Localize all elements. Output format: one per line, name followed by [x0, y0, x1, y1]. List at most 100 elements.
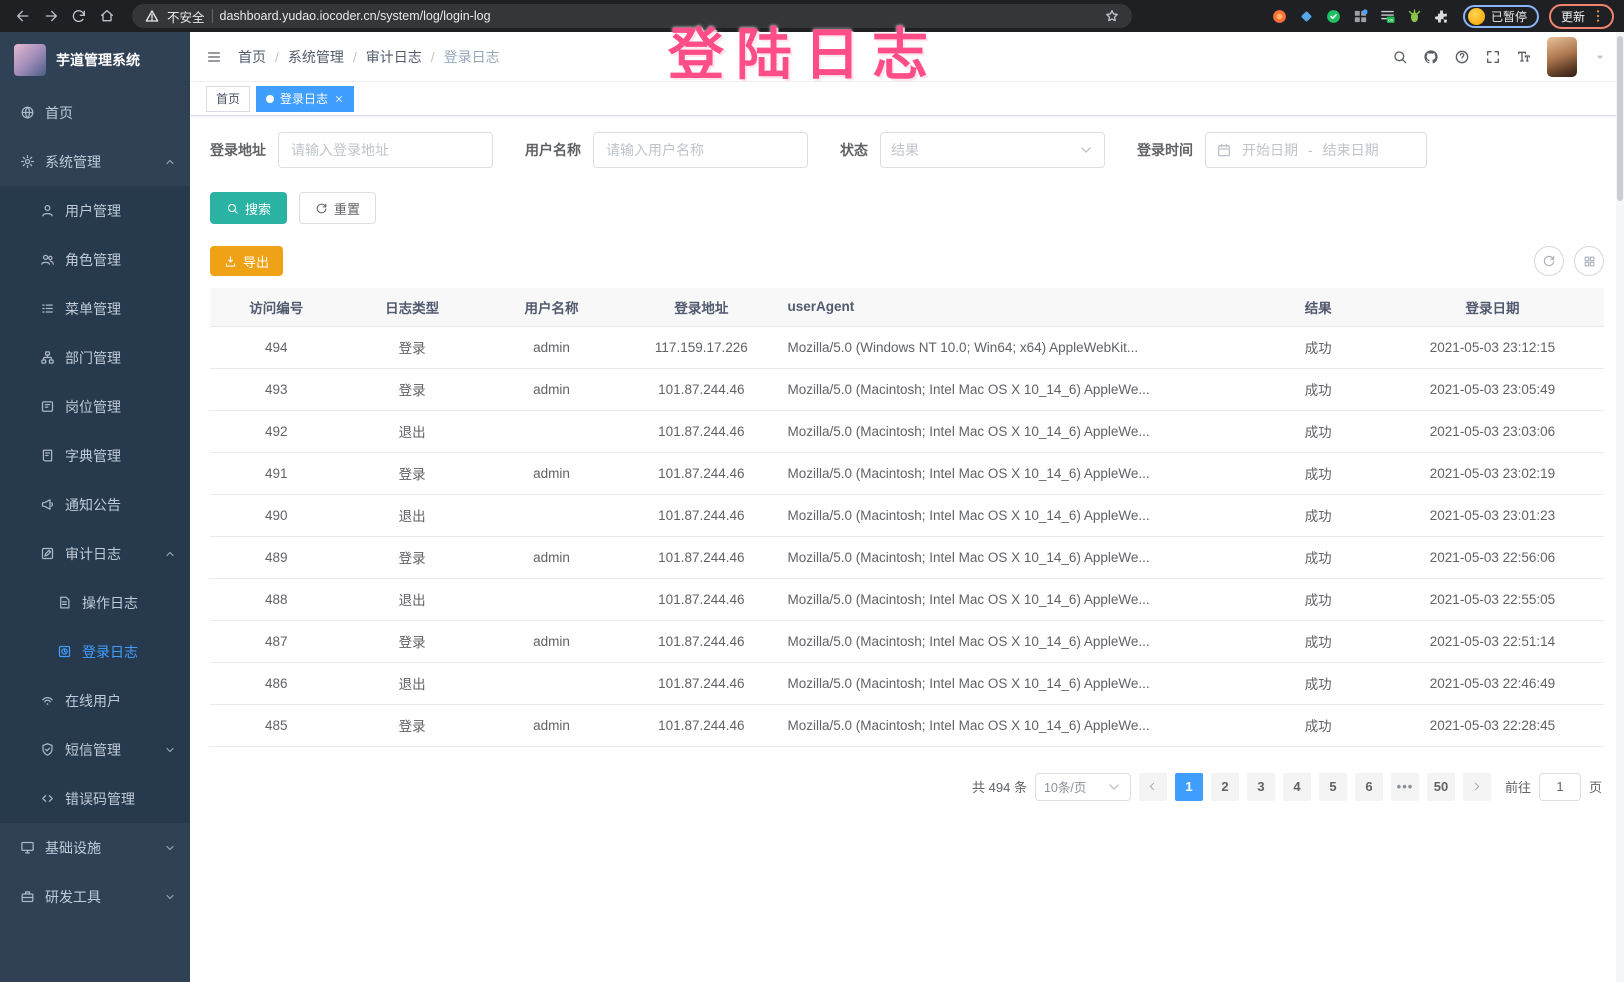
table-cell: 成功: [1255, 536, 1381, 579]
browser-back-button[interactable]: [10, 4, 36, 28]
browser-forward-button[interactable]: [38, 4, 64, 28]
table-row[interactable]: 490 退出 101.87.244.46 Mozilla/5.0 (Macintosh…: [210, 494, 1604, 537]
table-row[interactable]: 489 登录 admin 101.87.244.46 Mozilla/5.0 (Maci…: [210, 536, 1604, 579]
user-avatar[interactable]: [1547, 36, 1577, 77]
sidebar-item-基础设施[interactable]: 基础设施: [0, 823, 190, 872]
table-row[interactable]: 487 登录 admin 101.87.244.46 Mozilla/5.0 (Maci…: [210, 620, 1604, 663]
column-settings-button[interactable]: [1574, 246, 1604, 276]
table-row[interactable]: 485 登录 admin 101.87.244.46 Mozilla/5.0 (Maci…: [210, 704, 1604, 747]
browser-profile-chip[interactable]: 已暂停: [1462, 4, 1539, 28]
kebab-menu-icon[interactable]: [1590, 8, 1606, 24]
page-button-4[interactable]: 4: [1282, 772, 1311, 801]
grid-extension-icon[interactable]: [1352, 7, 1370, 25]
status-select[interactable]: 结果: [880, 132, 1105, 168]
next-page-button[interactable]: [1462, 772, 1491, 801]
table-cell: 退出: [342, 578, 482, 621]
login-address-input[interactable]: [278, 132, 493, 168]
table-cell: Mozilla/5.0 (Macintosh; Intel Mac OS X 1…: [781, 704, 1256, 747]
date-range-picker[interactable]: 开始日期 - 结束日期: [1205, 132, 1427, 168]
update-label: 更新: [1560, 9, 1585, 24]
scrollbar-thumb[interactable]: [1617, 36, 1623, 201]
orange-circle-extension-icon[interactable]: [1271, 7, 1289, 25]
column-header-用户名称: 用户名称: [481, 288, 622, 327]
github-icon[interactable]: [1423, 49, 1439, 65]
puzzle-extension-icon[interactable]: [1433, 7, 1451, 25]
address-bar[interactable]: 不安全 dashboard.yudao.iocoder.cn/system/lo…: [132, 4, 1132, 28]
sidebar-item-系统管理[interactable]: 系统管理: [0, 137, 190, 186]
table-cell: 成功: [1255, 620, 1381, 663]
page-button-50[interactable]: 50: [1426, 772, 1455, 801]
sidebar-item-部门管理[interactable]: 部门管理: [0, 333, 190, 382]
browser-reload-button[interactable]: [66, 4, 92, 28]
table-cell: 117.159.17.226: [621, 326, 782, 369]
sidebar-item-岗位管理[interactable]: 岗位管理: [0, 382, 190, 431]
table-row[interactable]: 492 退出 101.87.244.46 Mozilla/5.0 (Macintosh…: [210, 410, 1604, 453]
browser-update-button[interactable]: 更新: [1548, 3, 1614, 29]
table-cell: 491: [210, 452, 343, 495]
sidebar-item-首页[interactable]: 首页: [0, 88, 190, 137]
export-button[interactable]: 导出: [210, 246, 284, 276]
search-button[interactable]: 搜索: [210, 192, 288, 224]
fullscreen-icon[interactable]: [1485, 49, 1501, 65]
scrollbar[interactable]: [1616, 32, 1624, 982]
table-cell: Mozilla/5.0 (Macintosh; Intel Mac OS X 1…: [781, 452, 1256, 495]
sidebar-item-label: 在线用户: [65, 692, 121, 709]
list-on-extension-icon[interactable]: on: [1379, 7, 1397, 25]
prev-page-button[interactable]: [1138, 772, 1167, 801]
pagination-more[interactable]: •••: [1390, 772, 1419, 801]
green-check-extension-icon[interactable]: [1325, 7, 1343, 25]
sidebar-item-在线用户[interactable]: 在线用户: [0, 676, 190, 725]
breadcrumb-item[interactable]: 系统管理: [287, 48, 344, 65]
avatar-caret-down-icon[interactable]: [1592, 49, 1608, 65]
font-size-icon[interactable]: [1516, 49, 1532, 65]
page-size-select[interactable]: 10条/页: [1034, 772, 1131, 801]
sidebar-item-通知公告[interactable]: 通知公告: [0, 480, 190, 529]
tab-首页[interactable]: 首页: [206, 85, 251, 112]
sidebar-item-角色管理[interactable]: 角色管理: [0, 235, 190, 284]
bookmark-star-icon[interactable]: [1104, 8, 1120, 24]
page-button-3[interactable]: 3: [1246, 772, 1275, 801]
sidebar-item-研发工具[interactable]: 研发工具: [0, 872, 190, 921]
sidebar-menu: 首页 系统管理 用户管理 角色管理 菜单管理 部门管理 岗位管理 字典管理 通知公告 审计日志 操作…: [0, 88, 190, 921]
page-button-1[interactable]: 1: [1174, 772, 1203, 801]
browser-home-button[interactable]: [94, 4, 120, 28]
table-cell: 487: [210, 620, 343, 663]
table-row[interactable]: 493 登录 admin 101.87.244.46 Mozilla/5.0 (Maci…: [210, 368, 1604, 411]
reset-button[interactable]: 重置: [299, 192, 377, 224]
table-row[interactable]: 491 登录 admin 101.87.244.46 Mozilla/5.0 (Maci…: [210, 452, 1604, 495]
breadcrumb-item[interactable]: 审计日志: [365, 48, 422, 65]
table-row[interactable]: 488 退出 101.87.244.46 Mozilla/5.0 (Macintosh…: [210, 578, 1604, 621]
refresh-table-button[interactable]: [1534, 246, 1564, 276]
sidebar-item-操作日志[interactable]: 操作日志: [0, 578, 190, 627]
reload-icon: [71, 8, 87, 24]
username-input[interactable]: [593, 132, 808, 168]
help-icon[interactable]: [1454, 49, 1470, 65]
sidebar-item-字典管理[interactable]: 字典管理: [0, 431, 190, 480]
security-warning-label: 不安全: [167, 10, 205, 25]
sidebar-item-登录日志[interactable]: 登录日志: [0, 627, 190, 676]
table-cell: 退出: [342, 662, 482, 705]
page-button-6[interactable]: 6: [1354, 772, 1383, 801]
sidebar-toggle-button[interactable]: [206, 49, 222, 65]
sidebar-item-菜单管理[interactable]: 菜单管理: [0, 284, 190, 333]
sidebar-item-审计日志[interactable]: 审计日志: [0, 529, 190, 578]
search-icon[interactable]: [1392, 49, 1408, 65]
green-bug-extension-icon[interactable]: [1406, 7, 1424, 25]
sidebar-item-错误码管理[interactable]: 错误码管理: [0, 774, 190, 823]
goto-label: 前往: [1504, 780, 1531, 795]
tab-登录日志[interactable]: 登录日志: [256, 85, 355, 112]
breadcrumb-item[interactable]: 首页: [238, 48, 266, 65]
table-row[interactable]: 494 登录 admin 117.159.17.226 Mozilla/5.0 (Win…: [210, 326, 1604, 369]
goto-page-input[interactable]: [1538, 772, 1581, 801]
sidebar-item-用户管理[interactable]: 用户管理: [0, 186, 190, 235]
sidebar-item-短信管理[interactable]: 短信管理: [0, 725, 190, 774]
profile-avatar: [1467, 7, 1485, 25]
close-icon[interactable]: [334, 94, 344, 104]
blue-diamond-extension-icon[interactable]: [1298, 7, 1316, 25]
svg-text:on: on: [1388, 18, 1394, 23]
page-button-5[interactable]: 5: [1318, 772, 1347, 801]
table-row[interactable]: 486 退出 101.87.244.46 Mozilla/5.0 (Macintosh…: [210, 662, 1604, 705]
page-button-2[interactable]: 2: [1210, 772, 1239, 801]
home-icon: [99, 8, 115, 24]
app-logo-row[interactable]: 芋道管理系统: [0, 32, 190, 88]
